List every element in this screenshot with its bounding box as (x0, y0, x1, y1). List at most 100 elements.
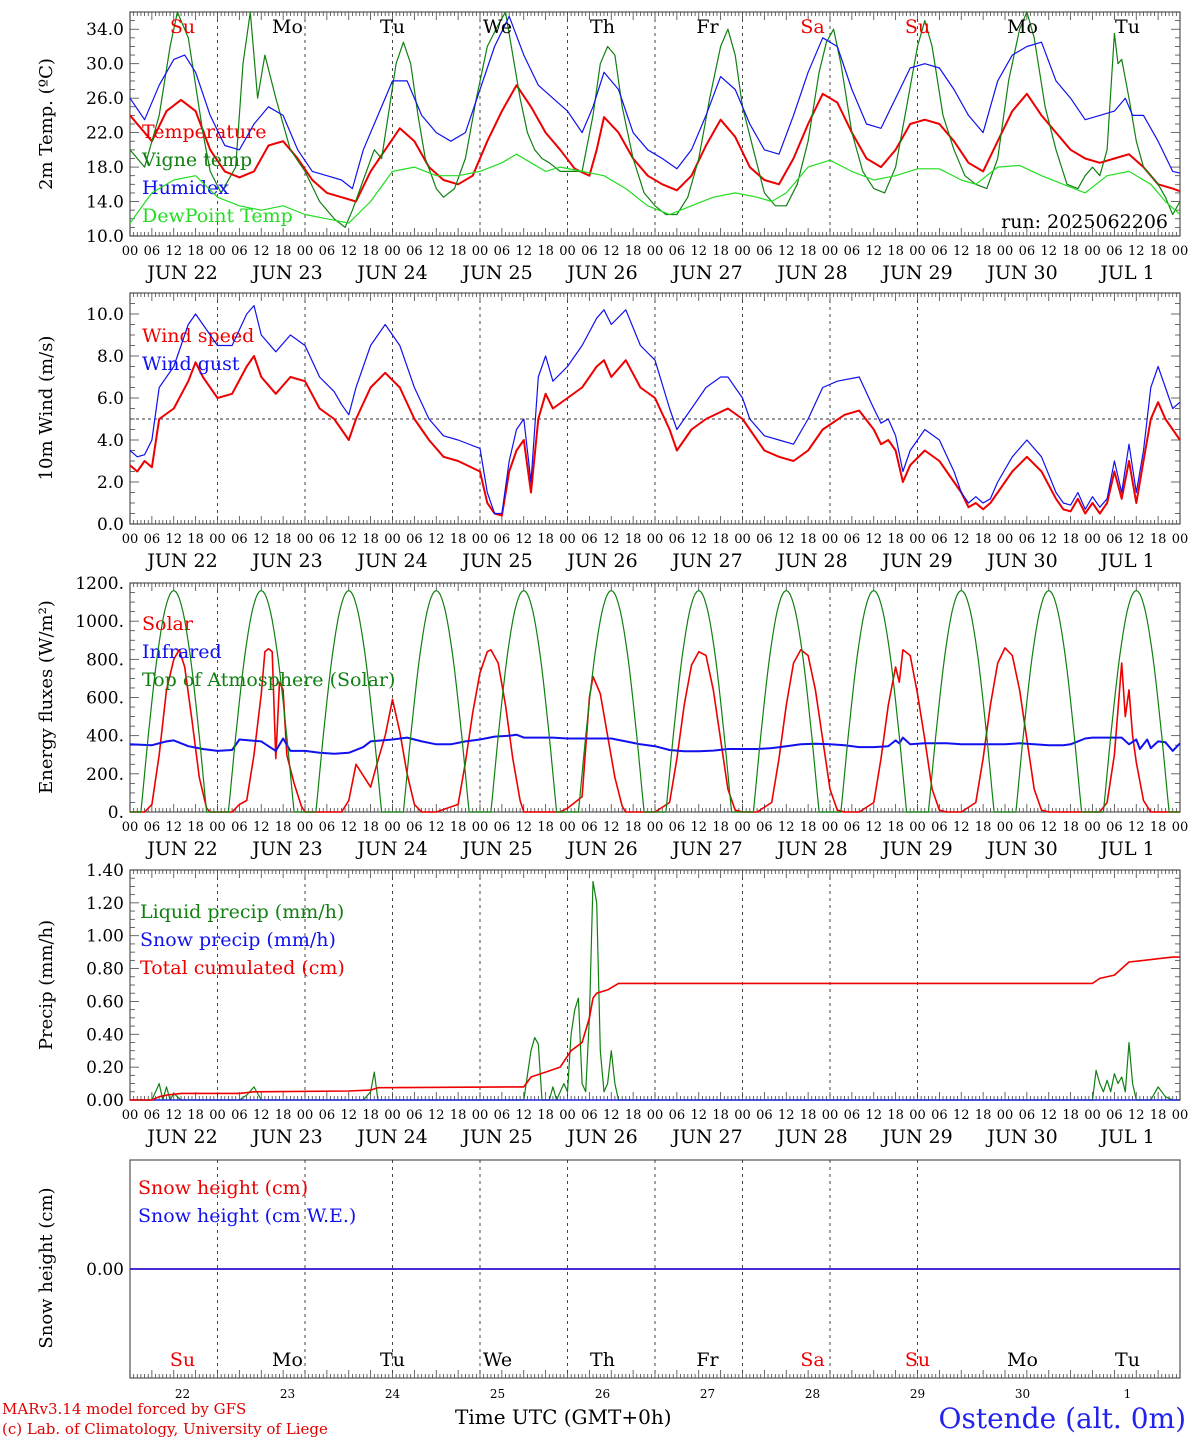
hour-label: 18 (1062, 244, 1079, 259)
hour-label: 06 (231, 244, 248, 259)
hour-label: 18 (625, 532, 642, 547)
hour-label: 12 (778, 1108, 795, 1123)
hour-label: 00 (209, 820, 226, 835)
hour-label: 00 (209, 532, 226, 547)
weekday-label: Th (590, 1349, 615, 1371)
hour-label: 12 (515, 820, 532, 835)
hour-label: 00 (822, 532, 839, 547)
hour-label: 06 (1106, 244, 1123, 259)
hour-label: 12 (865, 244, 882, 259)
hour-label: 06 (756, 820, 773, 835)
day-label: JUN 27 (670, 262, 742, 284)
hour-label: 06 (1019, 820, 1036, 835)
y-tick-label: 1200. (75, 574, 124, 594)
hour-label: 00 (997, 244, 1014, 259)
hour-label: 12 (1040, 1108, 1057, 1123)
weekday-label: Su (170, 16, 195, 38)
hour-label: 18 (800, 820, 817, 835)
hour-label: 18 (187, 1108, 204, 1123)
hour-label: 18 (1062, 532, 1079, 547)
day-label: JUN 29 (880, 550, 952, 572)
series-line-liquid-precip-mm-h- (130, 880, 1180, 1101)
legend-snow-height-cm-: Snow height (cm) (138, 1177, 308, 1199)
hour-label: 12 (953, 1108, 970, 1123)
hour-label: 18 (625, 820, 642, 835)
weekday-label: Su (905, 16, 930, 38)
weekday-label: We (483, 16, 512, 38)
hour-label: 00 (734, 532, 751, 547)
hour-label: 12 (253, 1108, 270, 1123)
hour-label: 18 (537, 244, 554, 259)
hour-label: 00 (209, 244, 226, 259)
y-tick-label: 0.0 (97, 515, 124, 535)
hour-label: 00 (559, 244, 576, 259)
y-tick-label: 22.0 (86, 124, 124, 144)
hour-label: 18 (275, 532, 292, 547)
hour-label: 18 (625, 244, 642, 259)
y-axis-title: Snow height (cm) (36, 1187, 57, 1348)
day-label: JUN 22 (145, 262, 217, 284)
hour-label: 00 (822, 820, 839, 835)
legend-solar: Solar (142, 613, 194, 635)
hour-label: 18 (800, 532, 817, 547)
hour-label: 18 (450, 244, 467, 259)
hour-label: 12 (165, 820, 182, 835)
hour-label: 12 (690, 820, 707, 835)
y-tick-label: 34.0 (86, 20, 124, 40)
hour-label: 12 (865, 820, 882, 835)
hour-label: 12 (778, 532, 795, 547)
hour-label: 00 (1172, 532, 1189, 547)
day-label: JUN 28 (775, 1126, 847, 1148)
y-tick-label: 10.0 (86, 305, 124, 325)
hour-label: 12 (253, 244, 270, 259)
hour-label: 18 (362, 820, 379, 835)
hour-label: 12 (953, 820, 970, 835)
day-label: JUN 29 (880, 1126, 952, 1148)
hour-label: 00 (559, 820, 576, 835)
hour-label: 00 (909, 820, 926, 835)
weekday-label: We (483, 1349, 512, 1371)
hour-label: 00 (647, 244, 664, 259)
hour-label: 00 (909, 1108, 926, 1123)
hour-label: 12 (340, 1108, 357, 1123)
hour-label: 06 (319, 532, 336, 547)
hour-label: 06 (581, 532, 598, 547)
panel-2: 00 06 12 18 00 06 12 18 00 06 12 18 00 06 12 18 00 06 12 18… (36, 292, 1189, 572)
hour-label: 12 (340, 532, 357, 547)
y-tick-label: 0. (108, 803, 124, 823)
day-label: JUL 1 (1098, 1126, 1154, 1148)
hour-label: 00 (472, 820, 489, 835)
hour-label: 06 (144, 532, 161, 547)
hour-label: 00 (122, 1108, 139, 1123)
day-number: 23 (280, 1387, 295, 1401)
y-tick-label: 400. (86, 727, 124, 747)
hour-label: 00 (909, 532, 926, 547)
hour-label: 12 (603, 532, 620, 547)
y-tick-label: 14.0 (86, 193, 124, 213)
hour-label: 06 (756, 1108, 773, 1123)
hour-label: 00 (122, 532, 139, 547)
legend-wind-gust: Wind gust (142, 353, 240, 375)
series-line-wind-speed (129, 355, 1181, 517)
hour-label: 18 (975, 820, 992, 835)
hour-label: 18 (625, 1108, 642, 1123)
hour-label: 06 (756, 244, 773, 259)
hour-label: 00 (822, 244, 839, 259)
hour-label: 18 (887, 244, 904, 259)
hour-label: 06 (406, 820, 423, 835)
hour-label: 18 (887, 820, 904, 835)
y-tick-label: 0.20 (86, 1058, 124, 1078)
hour-label: 06 (1019, 244, 1036, 259)
hour-label: 00 (472, 1108, 489, 1123)
hour-label: 00 (1084, 532, 1101, 547)
hour-label: 12 (1128, 244, 1145, 259)
hour-label: 06 (669, 1108, 686, 1123)
hour-label: 06 (319, 820, 336, 835)
hour-label: 06 (669, 532, 686, 547)
weekday-label: Tu (1115, 16, 1140, 38)
day-label: JUN 25 (460, 1126, 532, 1148)
hour-label: 18 (537, 532, 554, 547)
hour-label: 06 (319, 1108, 336, 1123)
day-number: 27 (700, 1387, 715, 1401)
hour-label: 18 (537, 1108, 554, 1123)
